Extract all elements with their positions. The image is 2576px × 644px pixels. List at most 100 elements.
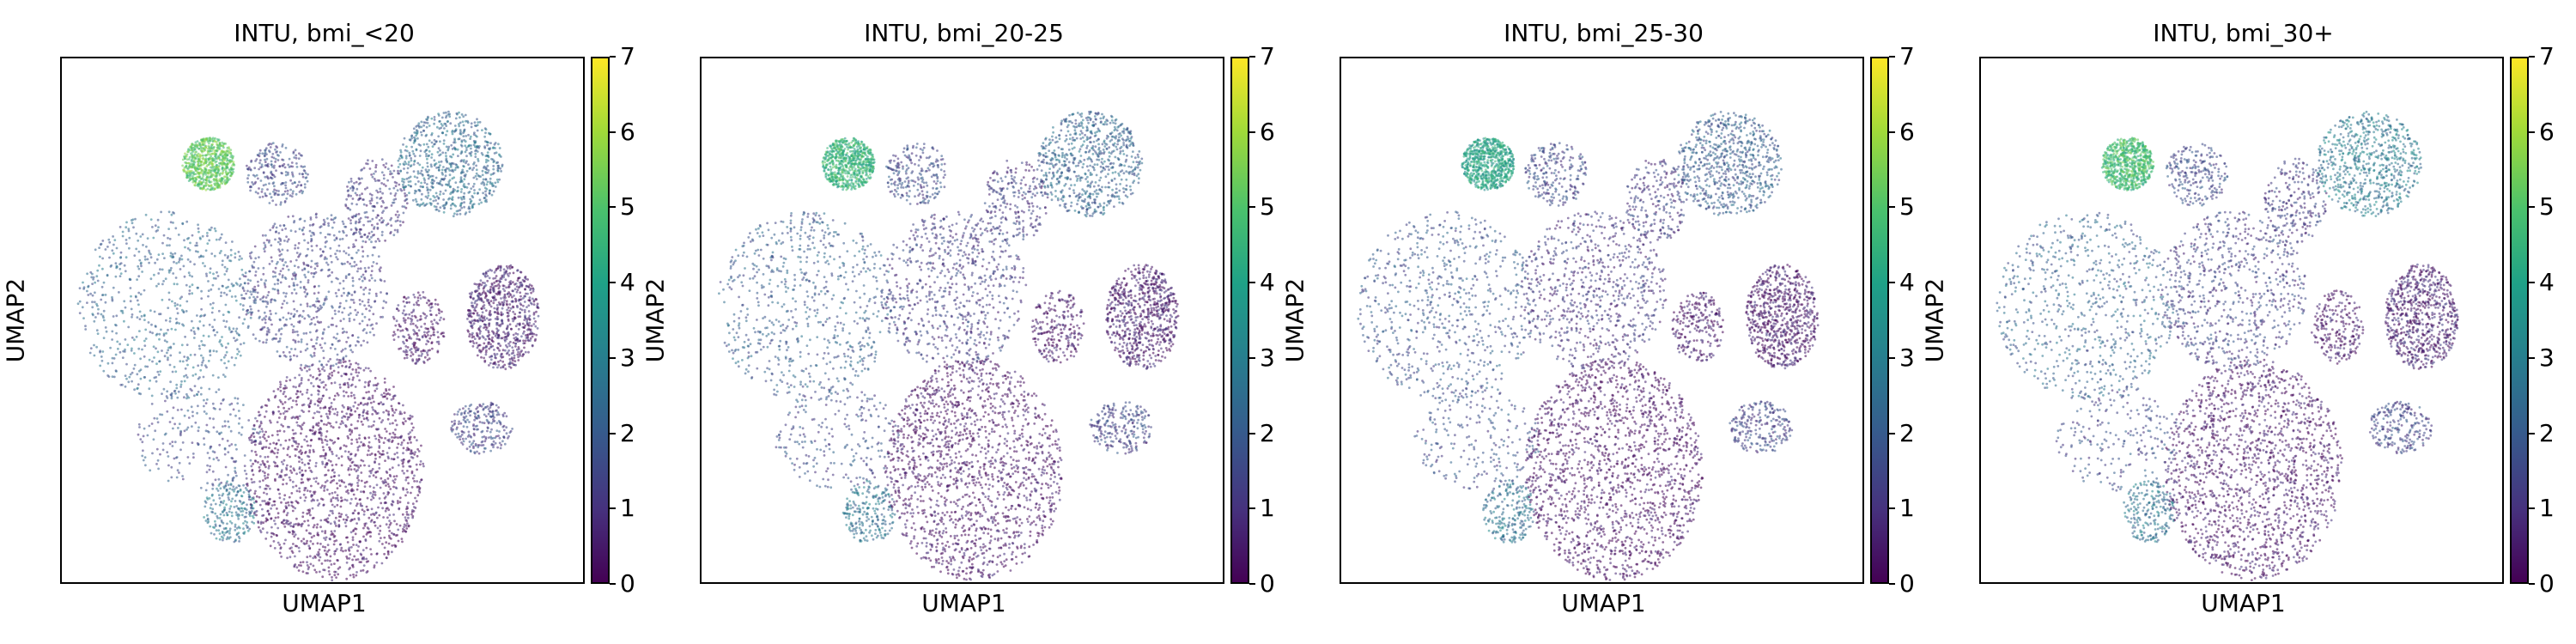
scatter-point bbox=[289, 379, 292, 382]
scatter-point bbox=[327, 360, 330, 363]
scatter-point bbox=[301, 515, 305, 519]
scatter-point bbox=[349, 489, 353, 492]
scatter-point bbox=[355, 361, 358, 365]
scatter-point bbox=[388, 388, 391, 392]
scatter-point bbox=[440, 126, 443, 130]
scatter-point bbox=[406, 491, 410, 494]
scatter-point bbox=[154, 261, 156, 264]
scatter-point bbox=[319, 379, 321, 381]
scatter-point bbox=[278, 544, 282, 546]
scatter-point bbox=[370, 240, 373, 244]
scatter-point bbox=[328, 412, 331, 416]
scatter-point bbox=[284, 186, 288, 190]
scatter-point bbox=[343, 347, 347, 350]
scatter-point bbox=[457, 123, 460, 125]
scatter-point bbox=[274, 516, 277, 519]
scatter-point bbox=[280, 521, 283, 525]
scatter-point bbox=[170, 266, 173, 270]
scatter-point bbox=[289, 317, 292, 320]
scatter-point bbox=[314, 430, 317, 434]
scatter-point bbox=[330, 563, 333, 566]
scatter-point bbox=[372, 313, 375, 316]
scatter-point bbox=[465, 173, 467, 176]
scatter-point bbox=[386, 392, 390, 395]
scatter-point bbox=[296, 390, 299, 392]
scatter-point bbox=[381, 395, 385, 398]
scatter-point bbox=[426, 186, 428, 189]
scatter-point bbox=[243, 282, 246, 285]
scatter-point bbox=[292, 385, 295, 388]
scatter-point bbox=[340, 262, 343, 265]
scatter-point bbox=[402, 465, 404, 468]
scatter-point bbox=[502, 435, 506, 439]
scatter-point bbox=[342, 229, 344, 233]
scatter-point bbox=[264, 404, 267, 407]
scatter-point bbox=[252, 432, 255, 435]
scatter-point bbox=[100, 313, 103, 316]
scatter-point bbox=[168, 237, 172, 240]
scatter-point bbox=[301, 469, 304, 472]
scatter-point bbox=[268, 143, 271, 145]
scatter-point bbox=[310, 536, 313, 539]
scatter-point bbox=[376, 222, 379, 226]
scatter-point bbox=[223, 420, 227, 423]
scatter-point bbox=[347, 253, 350, 257]
scatter-point bbox=[302, 538, 306, 541]
scatter-point bbox=[382, 173, 386, 177]
scatter-point bbox=[294, 544, 297, 548]
scatter-point bbox=[382, 219, 385, 222]
scatter-point bbox=[368, 453, 372, 456]
scatter-point bbox=[345, 331, 349, 334]
scatter-point bbox=[419, 460, 422, 463]
scatter-point bbox=[315, 338, 319, 341]
scatter-point bbox=[456, 435, 459, 439]
scatter-point bbox=[394, 185, 398, 188]
scatter-point bbox=[264, 474, 266, 477]
scatter-point bbox=[111, 249, 114, 252]
scatter-point bbox=[273, 164, 276, 167]
scatter-point bbox=[473, 189, 476, 191]
scatter-point bbox=[410, 164, 413, 167]
scatter-point bbox=[177, 234, 180, 236]
scatter-point bbox=[493, 143, 496, 146]
scatter-point bbox=[340, 420, 343, 422]
scatter-point bbox=[343, 372, 346, 375]
scatter-point bbox=[224, 346, 228, 349]
scatter-point bbox=[496, 411, 500, 414]
scatter-point bbox=[347, 436, 349, 440]
scatter-point bbox=[313, 568, 317, 572]
scatter-point bbox=[301, 166, 305, 168]
scatter-point bbox=[433, 138, 436, 142]
scatter-point bbox=[330, 498, 333, 501]
scatter-point bbox=[264, 487, 268, 490]
scatter-point bbox=[380, 315, 382, 319]
scatter-point bbox=[251, 520, 253, 524]
scatter-point bbox=[360, 553, 363, 556]
scatter-point bbox=[185, 310, 188, 313]
scatter-point bbox=[92, 276, 95, 279]
scatter-point bbox=[392, 414, 394, 417]
scatter-point bbox=[391, 544, 394, 547]
scatter-point bbox=[353, 397, 356, 399]
scatter-point bbox=[368, 192, 372, 196]
scatter-point bbox=[459, 178, 463, 181]
scatter-point bbox=[351, 368, 355, 371]
scatter-point bbox=[258, 495, 261, 499]
scatter-point bbox=[443, 127, 446, 130]
scatter-point bbox=[331, 464, 334, 467]
scatter-point bbox=[250, 312, 253, 314]
scatter-point bbox=[393, 394, 397, 398]
scatter-point bbox=[124, 350, 126, 353]
scatter-point bbox=[247, 166, 251, 169]
scatter-point bbox=[276, 240, 280, 244]
scatter-point bbox=[386, 507, 389, 509]
scatter-point bbox=[415, 190, 417, 193]
scatter-point bbox=[378, 539, 381, 543]
scatter-point bbox=[434, 313, 438, 317]
scatter-point bbox=[444, 151, 447, 155]
scatter-point bbox=[349, 465, 352, 468]
scatter-point bbox=[486, 171, 489, 174]
scatter-point bbox=[143, 289, 146, 292]
scatter-point bbox=[402, 452, 404, 455]
scatter-point bbox=[127, 228, 131, 230]
